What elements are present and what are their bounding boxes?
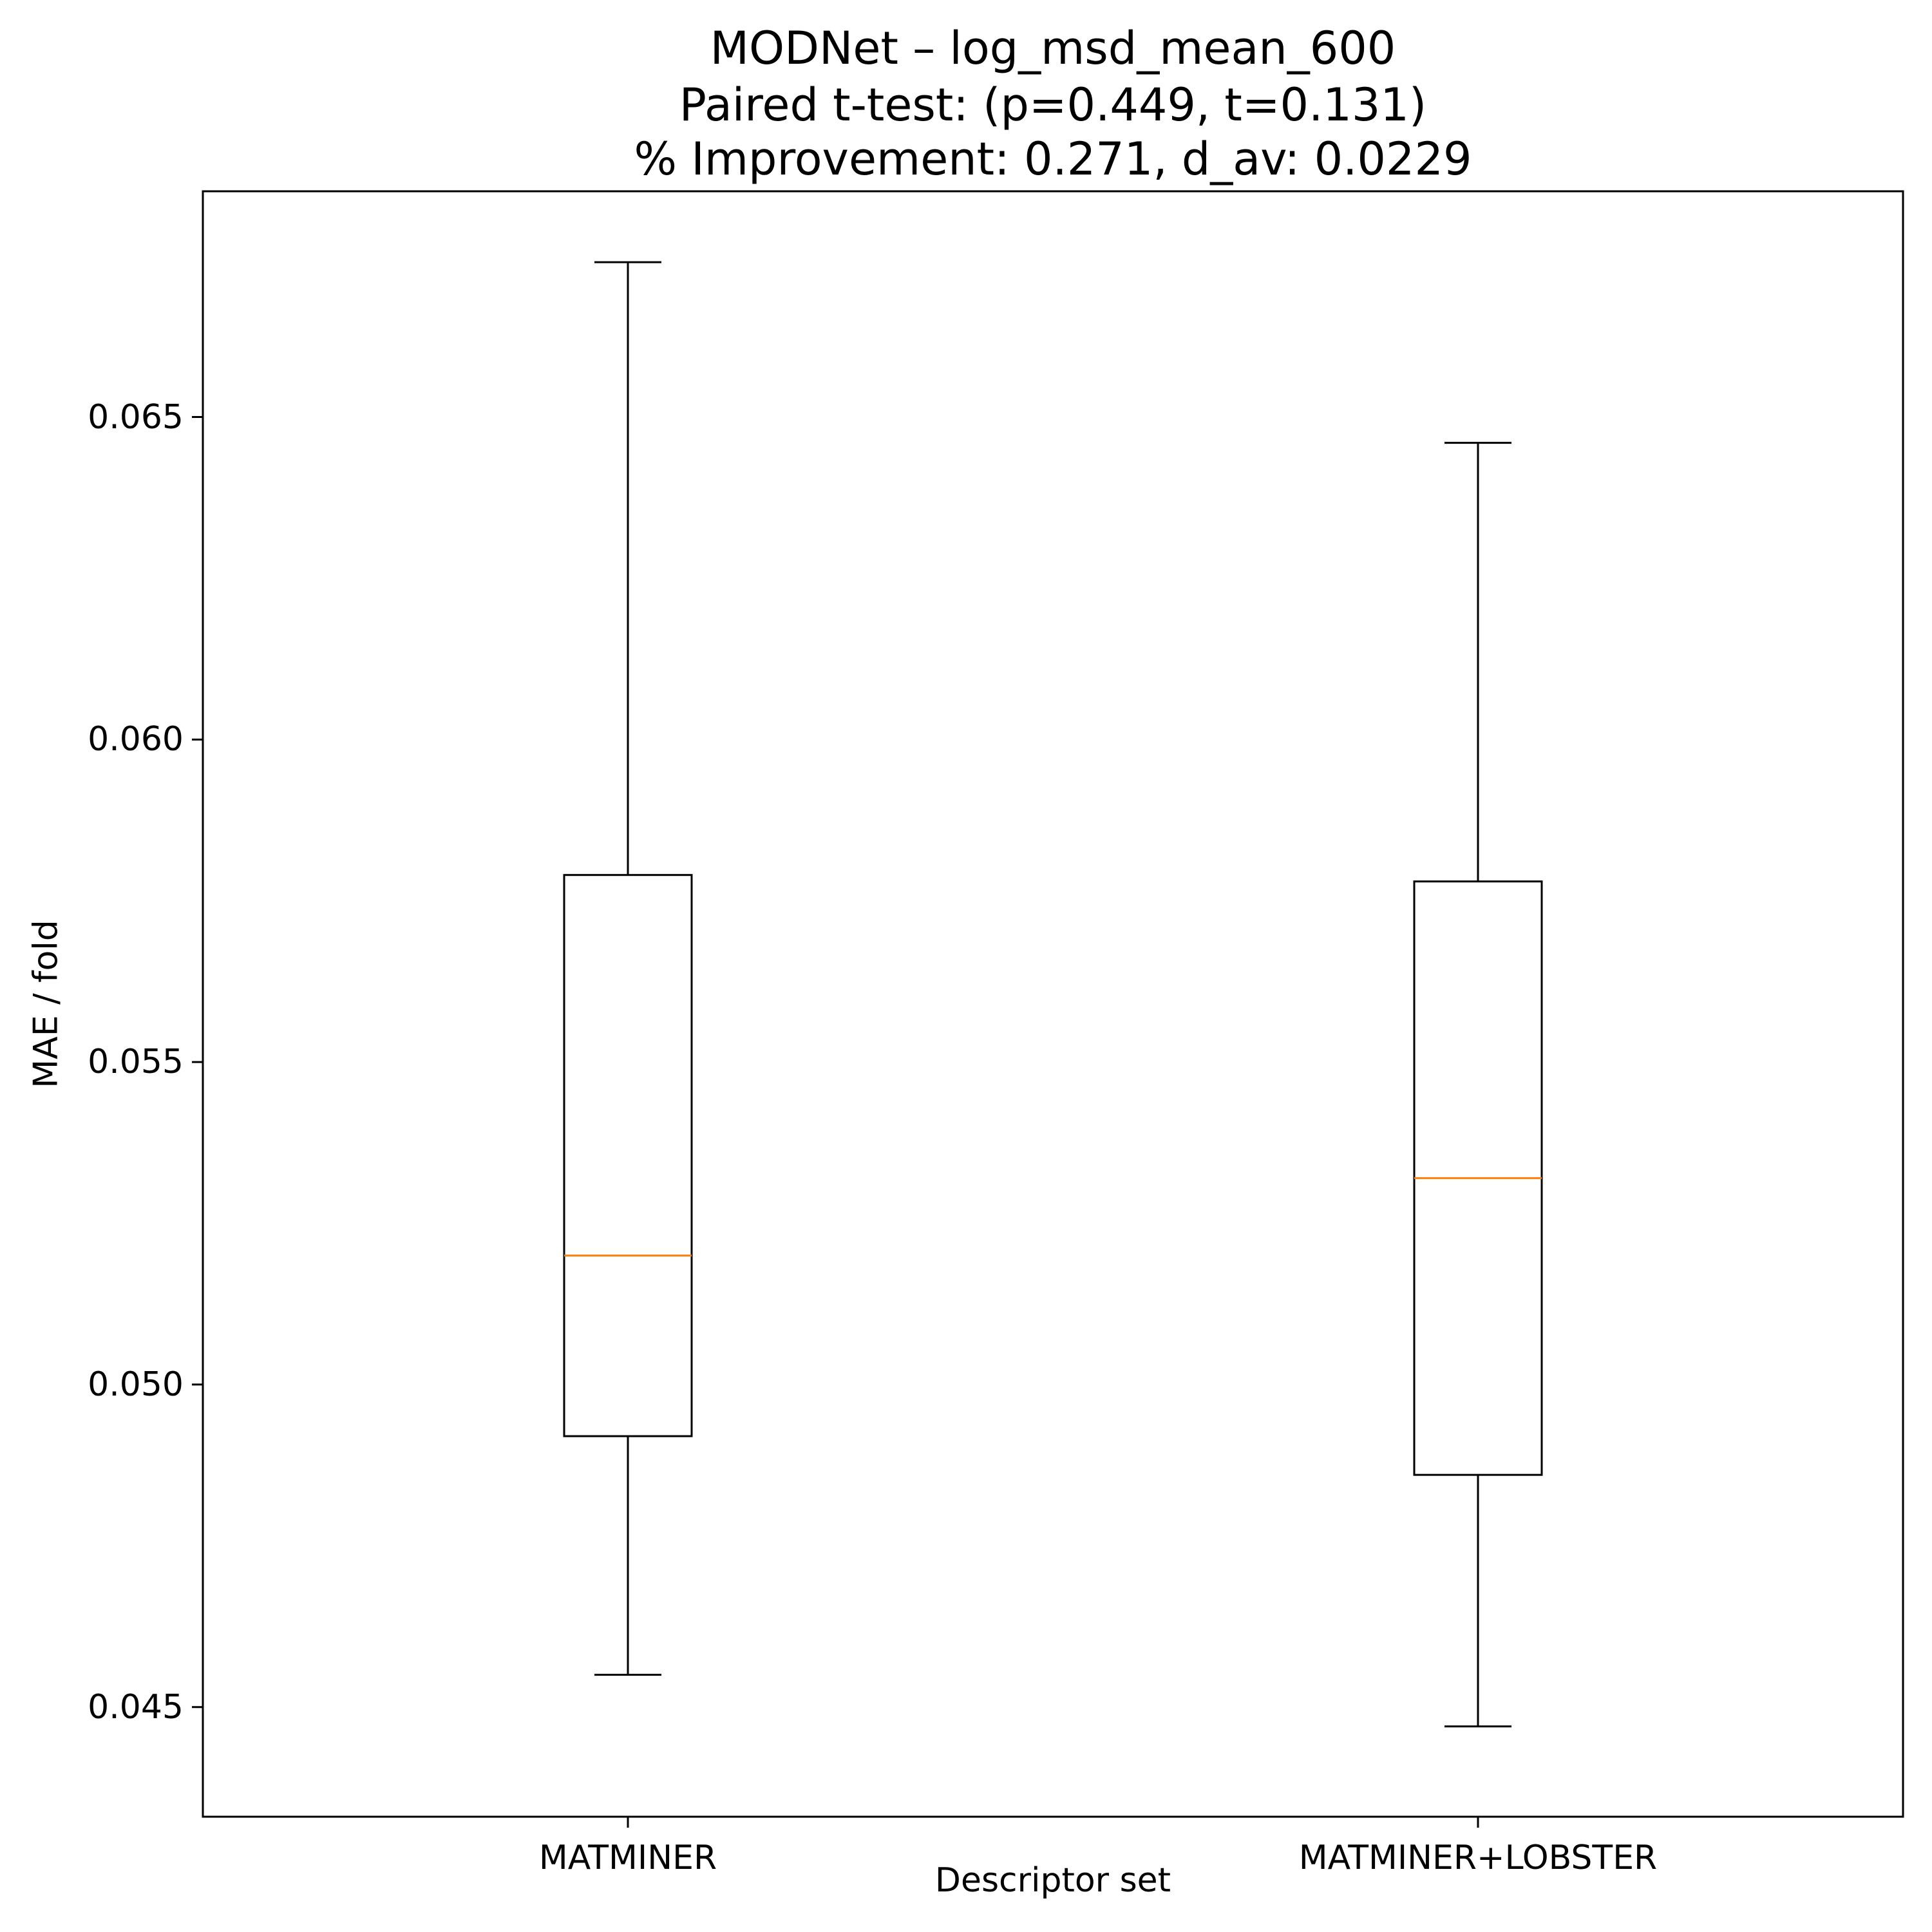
y-tick-label: 0.045 — [88, 1687, 184, 1727]
y-ticks — [192, 416, 203, 1709]
iqr-box — [563, 874, 693, 1437]
axes-frame — [202, 190, 1904, 1818]
y-tick-label: 0.055 — [88, 1043, 184, 1082]
chart-title-line-2: Paired t-test: (p=0.449, t=0.131) — [679, 79, 1427, 131]
chart-title-line-3: % Improvement: 0.271, d_av: 0.0229 — [634, 133, 1472, 185]
y-tick-label: 0.060 — [88, 720, 184, 759]
chart-title-line-1: MODNet – log_msd_mean_600 — [710, 22, 1396, 75]
y-tick-label: 0.050 — [88, 1365, 184, 1404]
box-matminer-lobster — [1413, 442, 1543, 1728]
x-axis-label: Descriptor set — [934, 1861, 1171, 1900]
y-tick-label: 0.065 — [88, 397, 184, 437]
x-tick-label: MATMINER+LOBSTER — [1298, 1839, 1658, 1877]
box-matminer — [563, 261, 693, 1676]
x-ticks — [627, 1817, 1479, 1828]
y-axis-label: MAE / fold — [26, 920, 66, 1088]
boxes-group — [563, 261, 1543, 1728]
x-tick-label: MATMINER — [538, 1839, 717, 1877]
